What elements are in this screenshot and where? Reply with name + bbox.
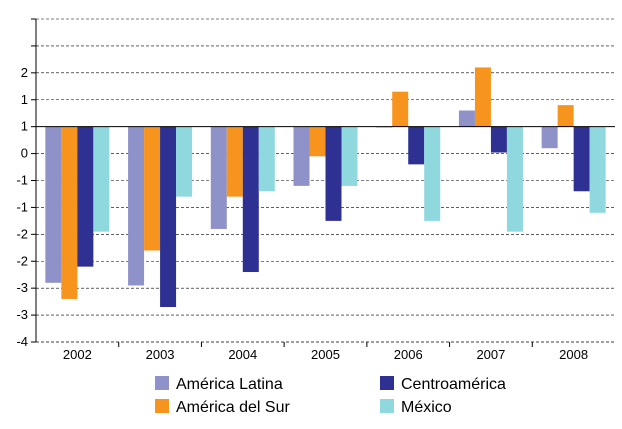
y-tick-label: -2 [16, 253, 28, 268]
x-tick-label: 2005 [311, 347, 340, 362]
y-tick-label: -2 [16, 226, 28, 241]
bar-m-xico-2003 [176, 126, 193, 197]
x-tick-label: 2002 [63, 347, 92, 362]
legend-label: México [401, 399, 452, 416]
bar-am-rica-latina-2008 [541, 126, 558, 149]
x-tick-label: 2008 [559, 347, 588, 362]
x-tick-label: 2006 [394, 347, 423, 362]
legend-label: América del Sur [176, 399, 290, 416]
bar-centroam-rica-2008 [573, 126, 590, 192]
legend-swatch [155, 399, 169, 413]
bar-m-xico-2005 [341, 126, 358, 186]
bar-centroam-rica-2003 [160, 126, 177, 308]
x-tick-label: 2007 [476, 347, 505, 362]
x-tick-label: 2003 [146, 347, 175, 362]
bar-am-rica-del-sur-2004 [226, 126, 243, 197]
y-tick-label: 2 [21, 65, 28, 80]
legend-swatch [380, 376, 394, 390]
y-tick-label: -1 [16, 199, 28, 214]
y-tick-labels: -4 -3 -3 -2 -2 -1 -1 0 1 1 2 [16, 65, 28, 349]
legend-label: América Latina [176, 376, 283, 393]
bar-am-rica-latina-2005 [293, 126, 310, 186]
y-tick-label: 1 [21, 92, 28, 107]
bars [45, 67, 606, 308]
y-tick-label: -3 [16, 307, 28, 322]
legend-swatch [380, 399, 394, 413]
bar-am-rica-del-sur-2003 [144, 126, 161, 251]
bar-am-rica-del-sur-2007 [474, 67, 491, 127]
axes [31, 18, 615, 347]
y-tick-label: -1 [16, 173, 28, 188]
legend: América Latina América del Sur Centroaméri… [155, 376, 506, 416]
x-tick-labels: 2002 2003 2004 2005 2006 2007 2008 [63, 347, 588, 362]
bar-m-xico-2007 [506, 126, 523, 232]
bar-centroam-rica-2007 [490, 126, 507, 153]
y-tick-label: 0 [21, 146, 28, 161]
y-tick-label: -4 [16, 334, 28, 349]
legend-label: Centroamérica [401, 376, 506, 393]
bar-m-xico-2006 [424, 126, 441, 221]
bar-m-xico-2004 [258, 126, 275, 192]
y-tick-label: -3 [16, 280, 28, 295]
bar-am-rica-latina-2007 [458, 110, 475, 127]
bar-am-rica-del-sur-2005 [309, 126, 326, 157]
bar-centroam-rica-2004 [242, 126, 259, 273]
bar-am-rica-del-sur-2008 [557, 105, 574, 127]
legend-swatch [155, 376, 169, 390]
bar-centroam-rica-2006 [408, 126, 425, 165]
bar-am-rica-latina-2002 [45, 126, 62, 283]
y-tick-label: 1 [21, 119, 28, 134]
bar-am-rica-latina-2003 [128, 126, 145, 286]
bar-centroam-rica-2005 [325, 126, 342, 221]
bar-am-rica-del-sur-2002 [61, 126, 78, 299]
bar-m-xico-2002 [93, 126, 110, 232]
bar-centroam-rica-2002 [77, 126, 94, 267]
bar-m-xico-2008 [589, 126, 606, 213]
bar-am-rica-latina-2004 [210, 126, 227, 229]
bar-am-rica-del-sur-2006 [392, 91, 409, 127]
x-tick-label: 2004 [228, 347, 257, 362]
